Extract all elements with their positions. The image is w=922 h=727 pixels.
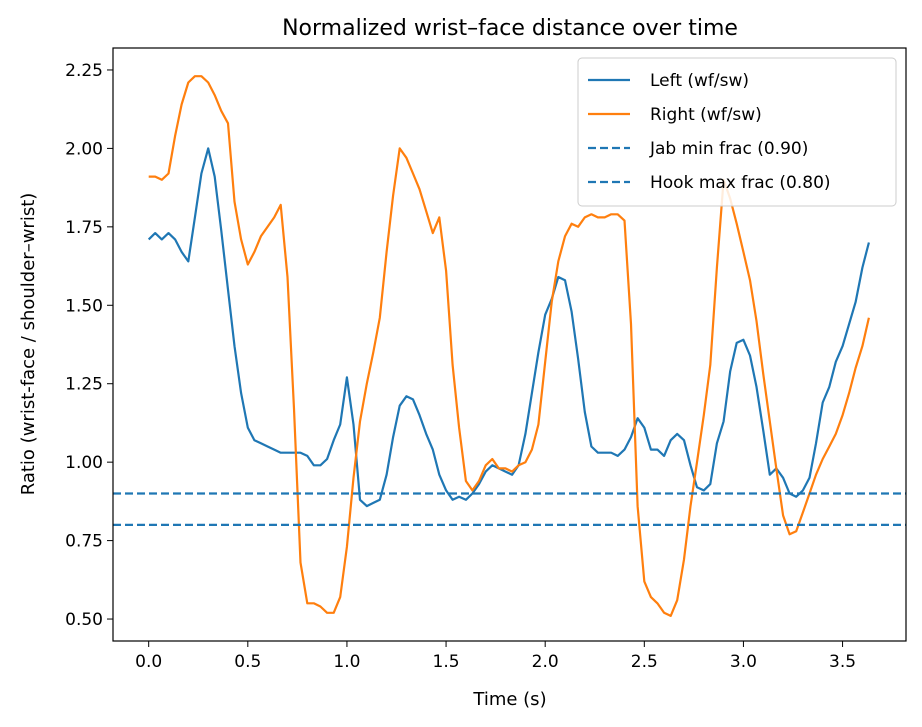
chart-title: Normalized wrist–face distance over time	[282, 16, 738, 41]
y-axis: 0.50 0.75 1.00 1.25 1.50 1.75 2.00 2.25	[65, 61, 113, 630]
series-line-0	[147, 147, 870, 508]
x-tick-label: 1.0	[333, 652, 360, 672]
x-axis-label: Time (s)	[472, 689, 546, 710]
y-tick-label: 1.00	[65, 453, 103, 473]
x-tick-label: 1.5	[433, 652, 460, 672]
y-tick-label: 1.25	[65, 375, 103, 395]
x-tick-label: 2.0	[532, 652, 559, 672]
x-tick-label: 3.0	[730, 652, 757, 672]
y-tick-label: 0.50	[65, 610, 103, 630]
y-tick-label: 2.25	[65, 61, 103, 81]
x-tick-label: 3.5	[829, 652, 856, 672]
x-axis: 0.0 0.5 1.0 1.5 2.0 2.5 3.0 3.5	[135, 641, 856, 672]
legend: Left (wf/sw) Right (wf/sw) Jab min frac (0…	[577, 57, 897, 207]
x-tick-label: 0.5	[234, 652, 261, 672]
y-tick-label: 1.75	[65, 218, 103, 238]
plot-area	[113, 75, 906, 618]
x-tick-label: 0.0	[135, 652, 162, 672]
y-tick-label: 2.00	[65, 139, 103, 159]
y-tick-label: 1.50	[65, 296, 103, 316]
y-axis-label: Ratio (wrist-face / shoulder–wrist)	[18, 193, 39, 496]
legend-label: Right (wf/sw)	[650, 105, 762, 125]
x-tick-label: 2.5	[631, 652, 658, 672]
legend-box	[577, 57, 897, 207]
y-tick-label: 0.75	[65, 532, 103, 552]
legend-label: Left (wf/sw)	[650, 71, 749, 91]
plot-frame	[112, 47, 907, 642]
legend-label: Hook max frac (0.80)	[650, 173, 831, 193]
series-line-1	[148, 75, 870, 618]
legend-label: Jab min frac (0.90)	[649, 139, 808, 159]
